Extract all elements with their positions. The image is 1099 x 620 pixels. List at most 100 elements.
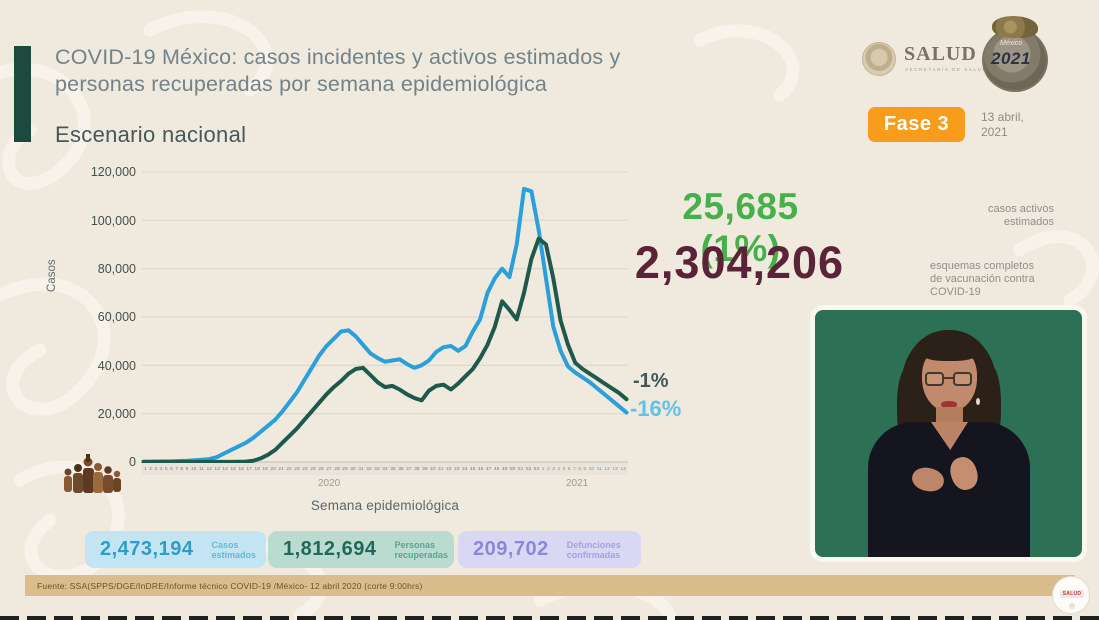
week-tick: 39 xyxy=(422,466,428,472)
stat-pill-personas-recuperadas: 1,812,694 Personas recuperadas xyxy=(268,531,454,568)
week-tick: 8 xyxy=(578,466,581,472)
week-tick: 41 xyxy=(437,466,444,472)
week-tick: 3 xyxy=(154,466,158,472)
interpreter-lips xyxy=(941,401,957,408)
glasses-bridge-icon xyxy=(943,377,954,379)
stat-pill-defunciones-confirmadas: 209,702 Defunciones confirmadas xyxy=(458,531,641,568)
week-tick: 35 xyxy=(390,466,396,472)
week-tick: 6 xyxy=(567,466,571,472)
week-tick: 4 xyxy=(557,466,561,472)
week-tick: 1 xyxy=(144,466,147,472)
interpreter-earring xyxy=(976,398,980,405)
stat-value: 2,473,194 xyxy=(100,538,194,560)
y-tick-80000: 80,000 xyxy=(97,262,136,276)
y-tick-120000: 120,000 xyxy=(90,165,136,179)
interpreter-hair-fringe xyxy=(919,337,980,361)
salud-mini-seal: SALUD xyxy=(1052,576,1090,614)
date-label: 13 abril, 2021 xyxy=(981,110,1024,140)
week-tick: 3 xyxy=(552,466,555,472)
week-tick: 34 xyxy=(382,466,388,472)
source-footer: Fuente: SSA(SPPS/DGE/InDRE/Informe técni… xyxy=(25,575,1075,596)
line-chart xyxy=(141,168,629,468)
mexico-2021-circle-icon xyxy=(982,28,1048,92)
week-tick: 11 xyxy=(198,466,205,472)
x-axis-title: Semana epidemiológica xyxy=(310,498,460,513)
blue-line-end-label: -16% xyxy=(630,396,682,421)
week-tick: 53 xyxy=(533,466,540,472)
green-line-end-label: -1% xyxy=(633,370,669,392)
week-tick: 31 xyxy=(358,466,364,472)
title-line-1: COVID-19 México: casos incidentes y acti… xyxy=(55,45,621,69)
week-tick: 51 xyxy=(517,466,524,472)
week-tick: 2 xyxy=(546,466,550,472)
active-cases-label: casos activos estimados xyxy=(987,203,1054,228)
week-tick: 1 xyxy=(541,466,545,472)
vaccination-value: 2,304,206 xyxy=(634,237,845,288)
week-tick: 9 xyxy=(583,466,587,472)
week-tick: 16 xyxy=(238,466,244,472)
week-tick: 49 xyxy=(501,466,508,472)
stat-value: 209,702 xyxy=(473,538,549,560)
week-tick: 13 xyxy=(214,466,220,472)
video-timeline-strip[interactable] xyxy=(0,616,1099,620)
y-tick-0: 0 xyxy=(129,455,136,469)
week-tick: 32 xyxy=(366,466,372,472)
glasses-left-lens-icon xyxy=(925,372,944,386)
week-tick: 6 xyxy=(170,466,173,472)
week-tick: 19 xyxy=(262,466,268,472)
week-tick: 27 xyxy=(326,466,332,472)
week-tick: 47 xyxy=(485,466,492,472)
sign-language-interpreter-video xyxy=(815,310,1082,557)
title-accent-bar xyxy=(14,46,31,142)
week-tick: 4 xyxy=(159,466,163,472)
salud-logo: SALUD SECRETARÍA DE SALUD xyxy=(862,40,997,82)
mexico-2021-gold-ornament-icon xyxy=(992,16,1038,38)
fase-3-badge: Fase 3 xyxy=(868,107,965,142)
week-tick: 38 xyxy=(414,466,420,472)
stat-label: Casos estimados xyxy=(211,539,257,560)
week-tick: 48 xyxy=(493,466,500,472)
week-tick: 14 xyxy=(222,466,228,472)
salud-logo-subtext: SECRETARÍA DE SALUD xyxy=(905,67,988,72)
week-tick: 52 xyxy=(525,466,532,472)
week-tick: 7 xyxy=(573,466,576,472)
week-tick: 22 xyxy=(286,466,292,472)
week-tick: 25 xyxy=(310,466,316,472)
title-line-2: personas recuperadas por semana epidemio… xyxy=(55,72,548,96)
week-tick: 15 xyxy=(230,466,236,472)
page-title: COVID-19 México: casos incidentes y acti… xyxy=(55,44,775,98)
x-axis-week-band: 1 2 3 4 5 6 7 8 9 10 11 12 13 14 15 16 17 18 19 20 21 22 23 24 2… xyxy=(142,463,628,475)
people-figures-icon xyxy=(64,454,121,493)
week-tick: 30 xyxy=(350,466,356,472)
week-tick: 12 xyxy=(206,466,212,472)
glasses-right-lens-icon xyxy=(953,372,972,386)
y-tick-40000: 40,000 xyxy=(97,359,136,373)
week-tick: 28 xyxy=(334,466,340,472)
y-axis-title: Casos xyxy=(46,259,58,292)
x-tick-2020: 2020 xyxy=(318,478,341,489)
week-tick: 26 xyxy=(318,466,324,472)
week-tick: 9 xyxy=(185,466,189,472)
week-tick: 7 xyxy=(175,466,178,472)
week-tick: 8 xyxy=(180,466,184,472)
week-tick: 40 xyxy=(430,466,436,472)
week-tick: 11 xyxy=(596,466,602,472)
vaccination-label: esquemas completos de vacunación contra … xyxy=(930,260,1035,298)
week-tick: 43 xyxy=(453,466,460,472)
week-tick: 23 xyxy=(294,466,300,472)
stat-label: Personas recuperadas xyxy=(394,539,449,560)
week-tick: 24 xyxy=(302,466,308,472)
page-subtitle: Escenario nacional xyxy=(55,122,247,147)
salud-mini-seal-dot-icon xyxy=(1069,603,1075,609)
active-cases-value: 25,685 (1%) xyxy=(682,186,799,269)
mexico-2021-country: México xyxy=(1000,40,1023,47)
source-text: Fuente: SSA(SPPS/DGE/InDRE/Informe técni… xyxy=(37,580,423,591)
week-tick: 17 xyxy=(246,466,252,472)
week-tick: 21 xyxy=(278,466,284,472)
week-tick: 50 xyxy=(509,466,516,472)
week-tick: 33 xyxy=(374,466,380,472)
week-tick: 45 xyxy=(469,466,476,472)
week-tick: 36 xyxy=(398,466,404,472)
stat-label: Defunciones confirmadas xyxy=(566,539,621,560)
week-tick: 2 xyxy=(149,466,152,472)
